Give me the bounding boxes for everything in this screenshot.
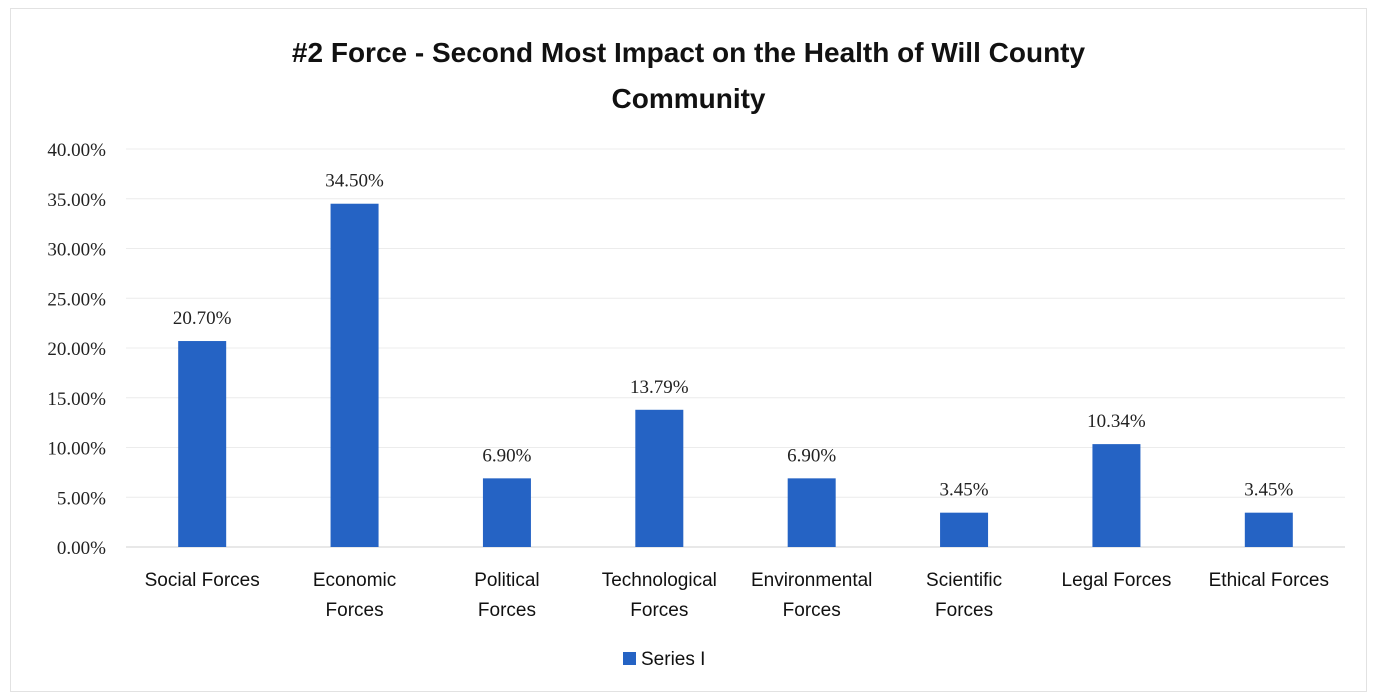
x-tick-label: Forces (326, 600, 384, 621)
y-tick-label: 5.00% (57, 488, 106, 509)
chart-frame (10, 8, 1367, 692)
data-label: 34.50% (325, 171, 384, 192)
data-label: 6.90% (482, 445, 531, 466)
y-tick-label: 35.00% (47, 190, 106, 211)
x-tick-label: Environmental (751, 570, 872, 591)
legend: Series I (623, 649, 705, 670)
data-label: 3.45% (940, 480, 989, 501)
chart-title-line-1: #2 Force - Second Most Impact on the Hea… (291, 37, 1086, 68)
bar (178, 341, 227, 547)
data-label: 20.70% (173, 308, 232, 329)
legend-label: Series I (641, 649, 705, 670)
x-tick-label: Forces (630, 600, 688, 621)
y-tick-label: 15.00% (47, 389, 106, 410)
y-tick-label: 40.00% (47, 140, 106, 161)
data-label: 6.90% (787, 445, 836, 466)
y-tick-label: 10.00% (47, 439, 106, 460)
x-tick-label: Technological (602, 570, 717, 591)
y-tick-label: 20.00% (47, 339, 106, 360)
x-tick-label: Ethical Forces (1209, 570, 1329, 591)
y-tick-label: 30.00% (47, 240, 106, 261)
data-label: 10.34% (1087, 411, 1146, 432)
bar (787, 478, 836, 547)
bar (1244, 512, 1293, 547)
bars (178, 203, 1293, 547)
bar (330, 203, 379, 547)
legend-swatch (623, 652, 636, 665)
x-tick-label: Forces (478, 600, 536, 621)
bar (1092, 444, 1141, 547)
y-axis-tick-labels: 0.00% 5.00% 10.00% 15.00% 20.00% 25.00% 30.00%… (47, 140, 106, 559)
chart-title-line-2: Community (611, 83, 766, 114)
y-tick-label: 0.00% (57, 538, 106, 559)
x-axis-tick-labels: Social Forces Economic Forces Political Forc… (145, 570, 1329, 621)
data-labels: 20.70% 34.50% 6.90% 13.79% 6.90% 3.45% 10.34% 3… (173, 171, 1294, 501)
x-tick-label: Economic (313, 570, 396, 591)
gridlines (126, 148, 1345, 548)
x-tick-label: Legal Forces (1062, 570, 1172, 591)
x-tick-label: Political (474, 570, 539, 591)
chart-title: #2 Force - Second Most Impact on the Hea… (0, 30, 1377, 122)
y-tick-label: 25.00% (47, 289, 106, 310)
bar (940, 512, 989, 547)
bar (482, 478, 531, 547)
x-tick-label: Forces (783, 600, 841, 621)
data-label: 13.79% (630, 377, 689, 398)
data-label: 3.45% (1244, 480, 1293, 501)
x-tick-label: Social Forces (145, 570, 260, 591)
x-tick-label: Forces (935, 600, 993, 621)
bar (635, 409, 684, 547)
x-tick-label: Scientific (926, 570, 1002, 591)
